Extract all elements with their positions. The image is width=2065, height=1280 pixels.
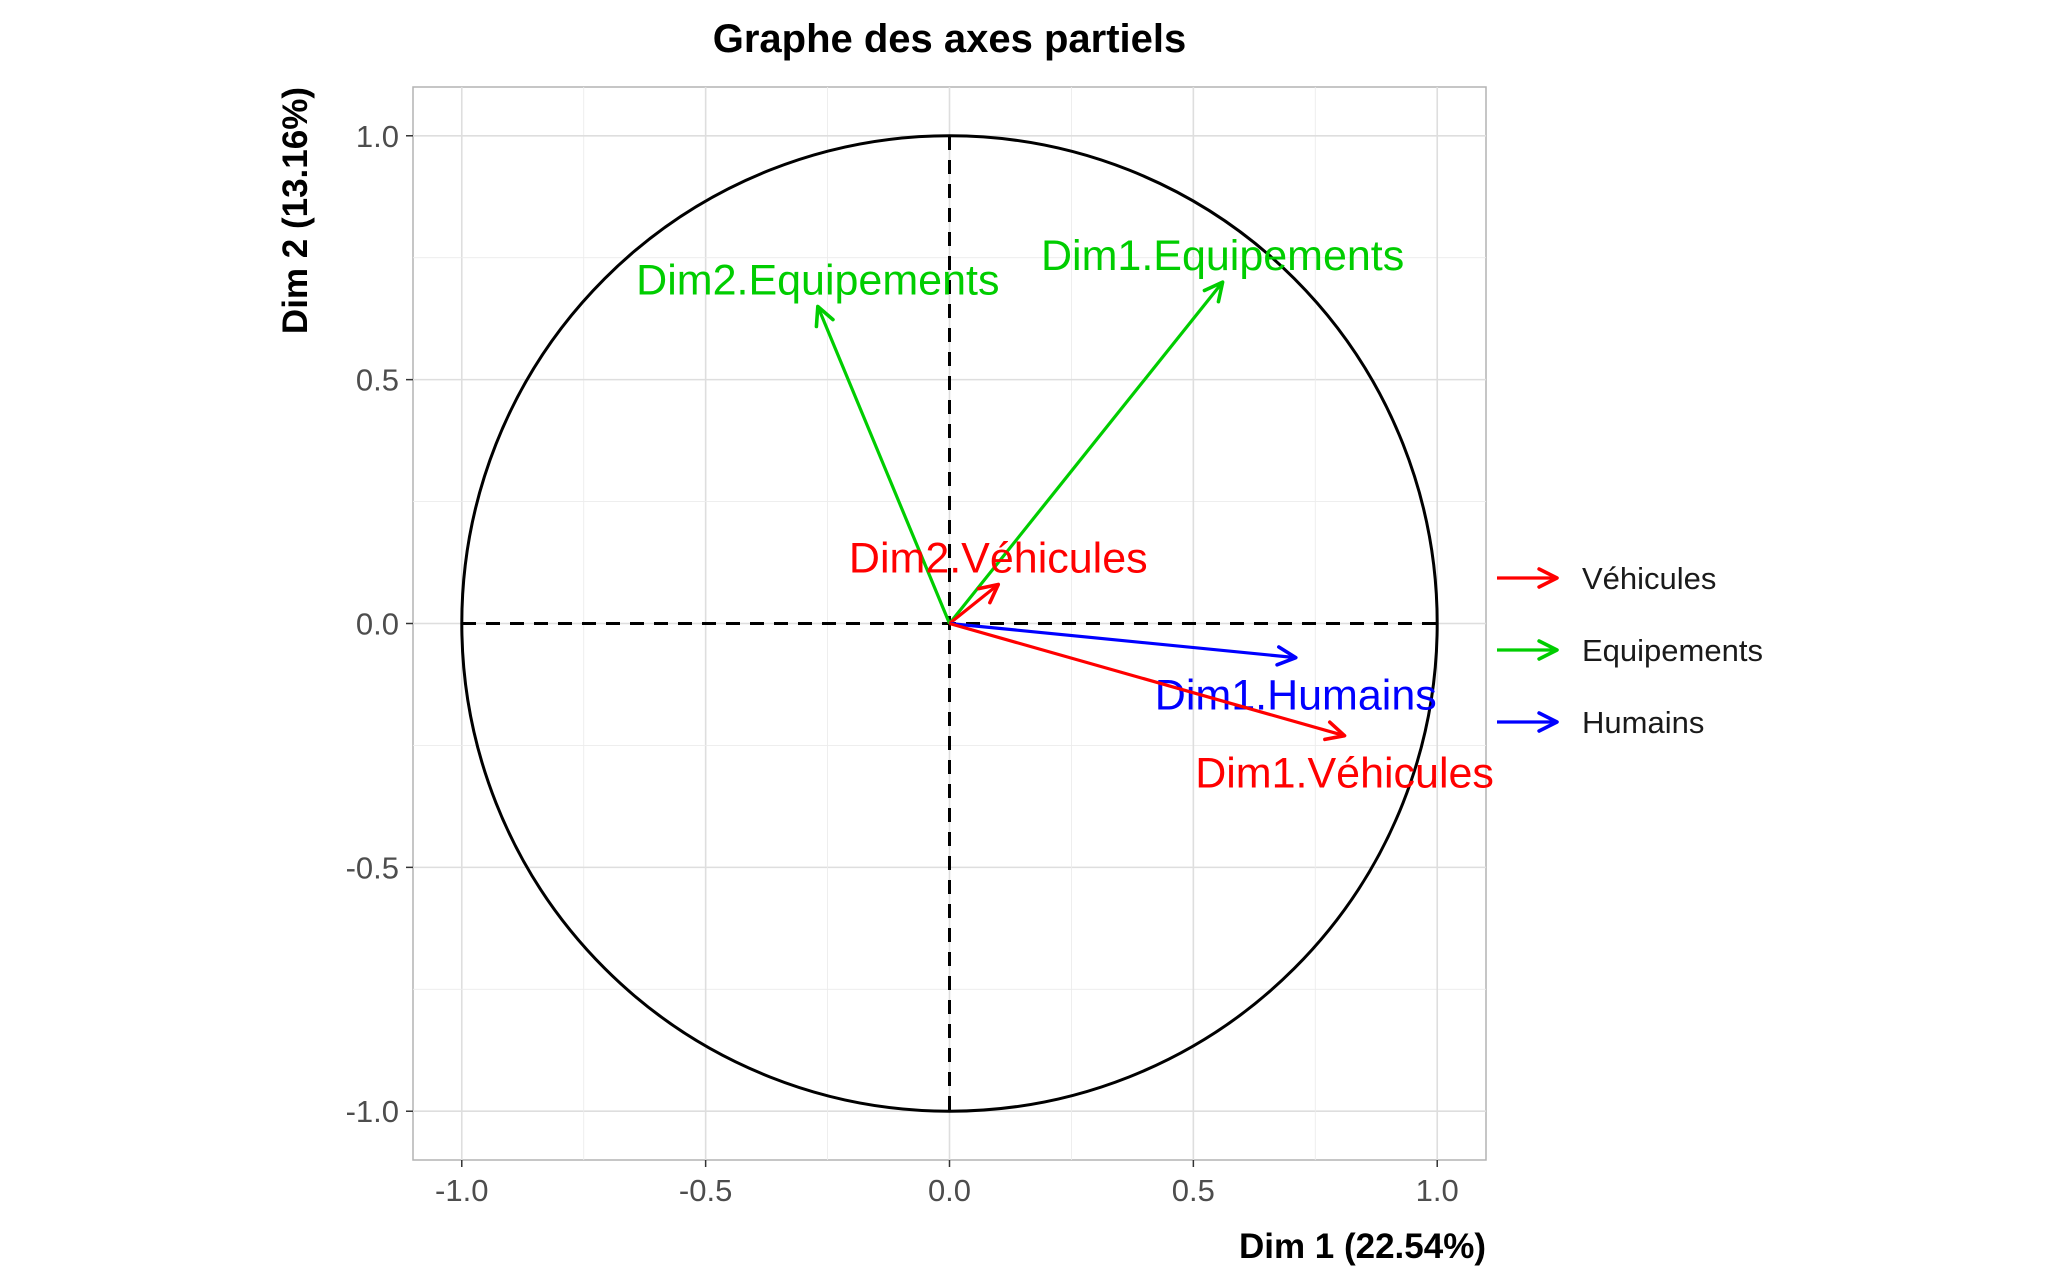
- x-tick-label: 0.5: [1172, 1173, 1215, 1208]
- vector-arrow: [949, 621, 1347, 742]
- vector-arrow: [948, 582, 1001, 625]
- chart-title: Graphe des axes partiels: [713, 17, 1187, 61]
- vector-arrow: [949, 621, 1298, 667]
- vector-arrow: [814, 304, 951, 625]
- vector-label: Dim1.Equipements: [1041, 232, 1404, 280]
- vector-label: Dim1.Humains: [1155, 672, 1437, 720]
- y-tick-label: 0.5: [356, 363, 399, 398]
- vector-layer: Dim1.Equipements Dim2.Equipements Dim2.Véh…: [636, 232, 1494, 798]
- tick-labels: -1.0 -0.5 0.0 0.5 1.0 -1.0 -0.5 0.0 0.5 1.0: [346, 119, 1459, 1208]
- vector-arrow: [948, 280, 1225, 625]
- y-tick-label: -1.0: [346, 1094, 399, 1129]
- x-axis-title: Dim 1 (22.54%): [1239, 1227, 1486, 1266]
- legend-label: Véhicules: [1582, 561, 1716, 596]
- x-tick-label: -1.0: [435, 1173, 488, 1208]
- x-tick-label: 0.0: [928, 1173, 971, 1208]
- vector-label: Dim1.Véhicules: [1195, 750, 1494, 798]
- legend-label: Humains: [1582, 705, 1704, 740]
- y-tick-label: 0.0: [356, 607, 399, 642]
- y-tick-label: -0.5: [346, 850, 399, 885]
- legend: Véhicules Equipements Humains: [1497, 561, 1763, 740]
- vector-label: Dim2.Equipements: [636, 256, 999, 304]
- legend-label: Equipements: [1582, 633, 1763, 668]
- y-tick-label: 1.0: [356, 119, 399, 154]
- unit-circle: [460, 134, 1439, 1113]
- x-tick-label: 1.0: [1416, 1173, 1459, 1208]
- vector-label: Dim2.Véhicules: [849, 534, 1148, 582]
- y-axis-title: Dim 2 (13.16%): [276, 87, 315, 334]
- x-tick-label: -0.5: [679, 1173, 732, 1208]
